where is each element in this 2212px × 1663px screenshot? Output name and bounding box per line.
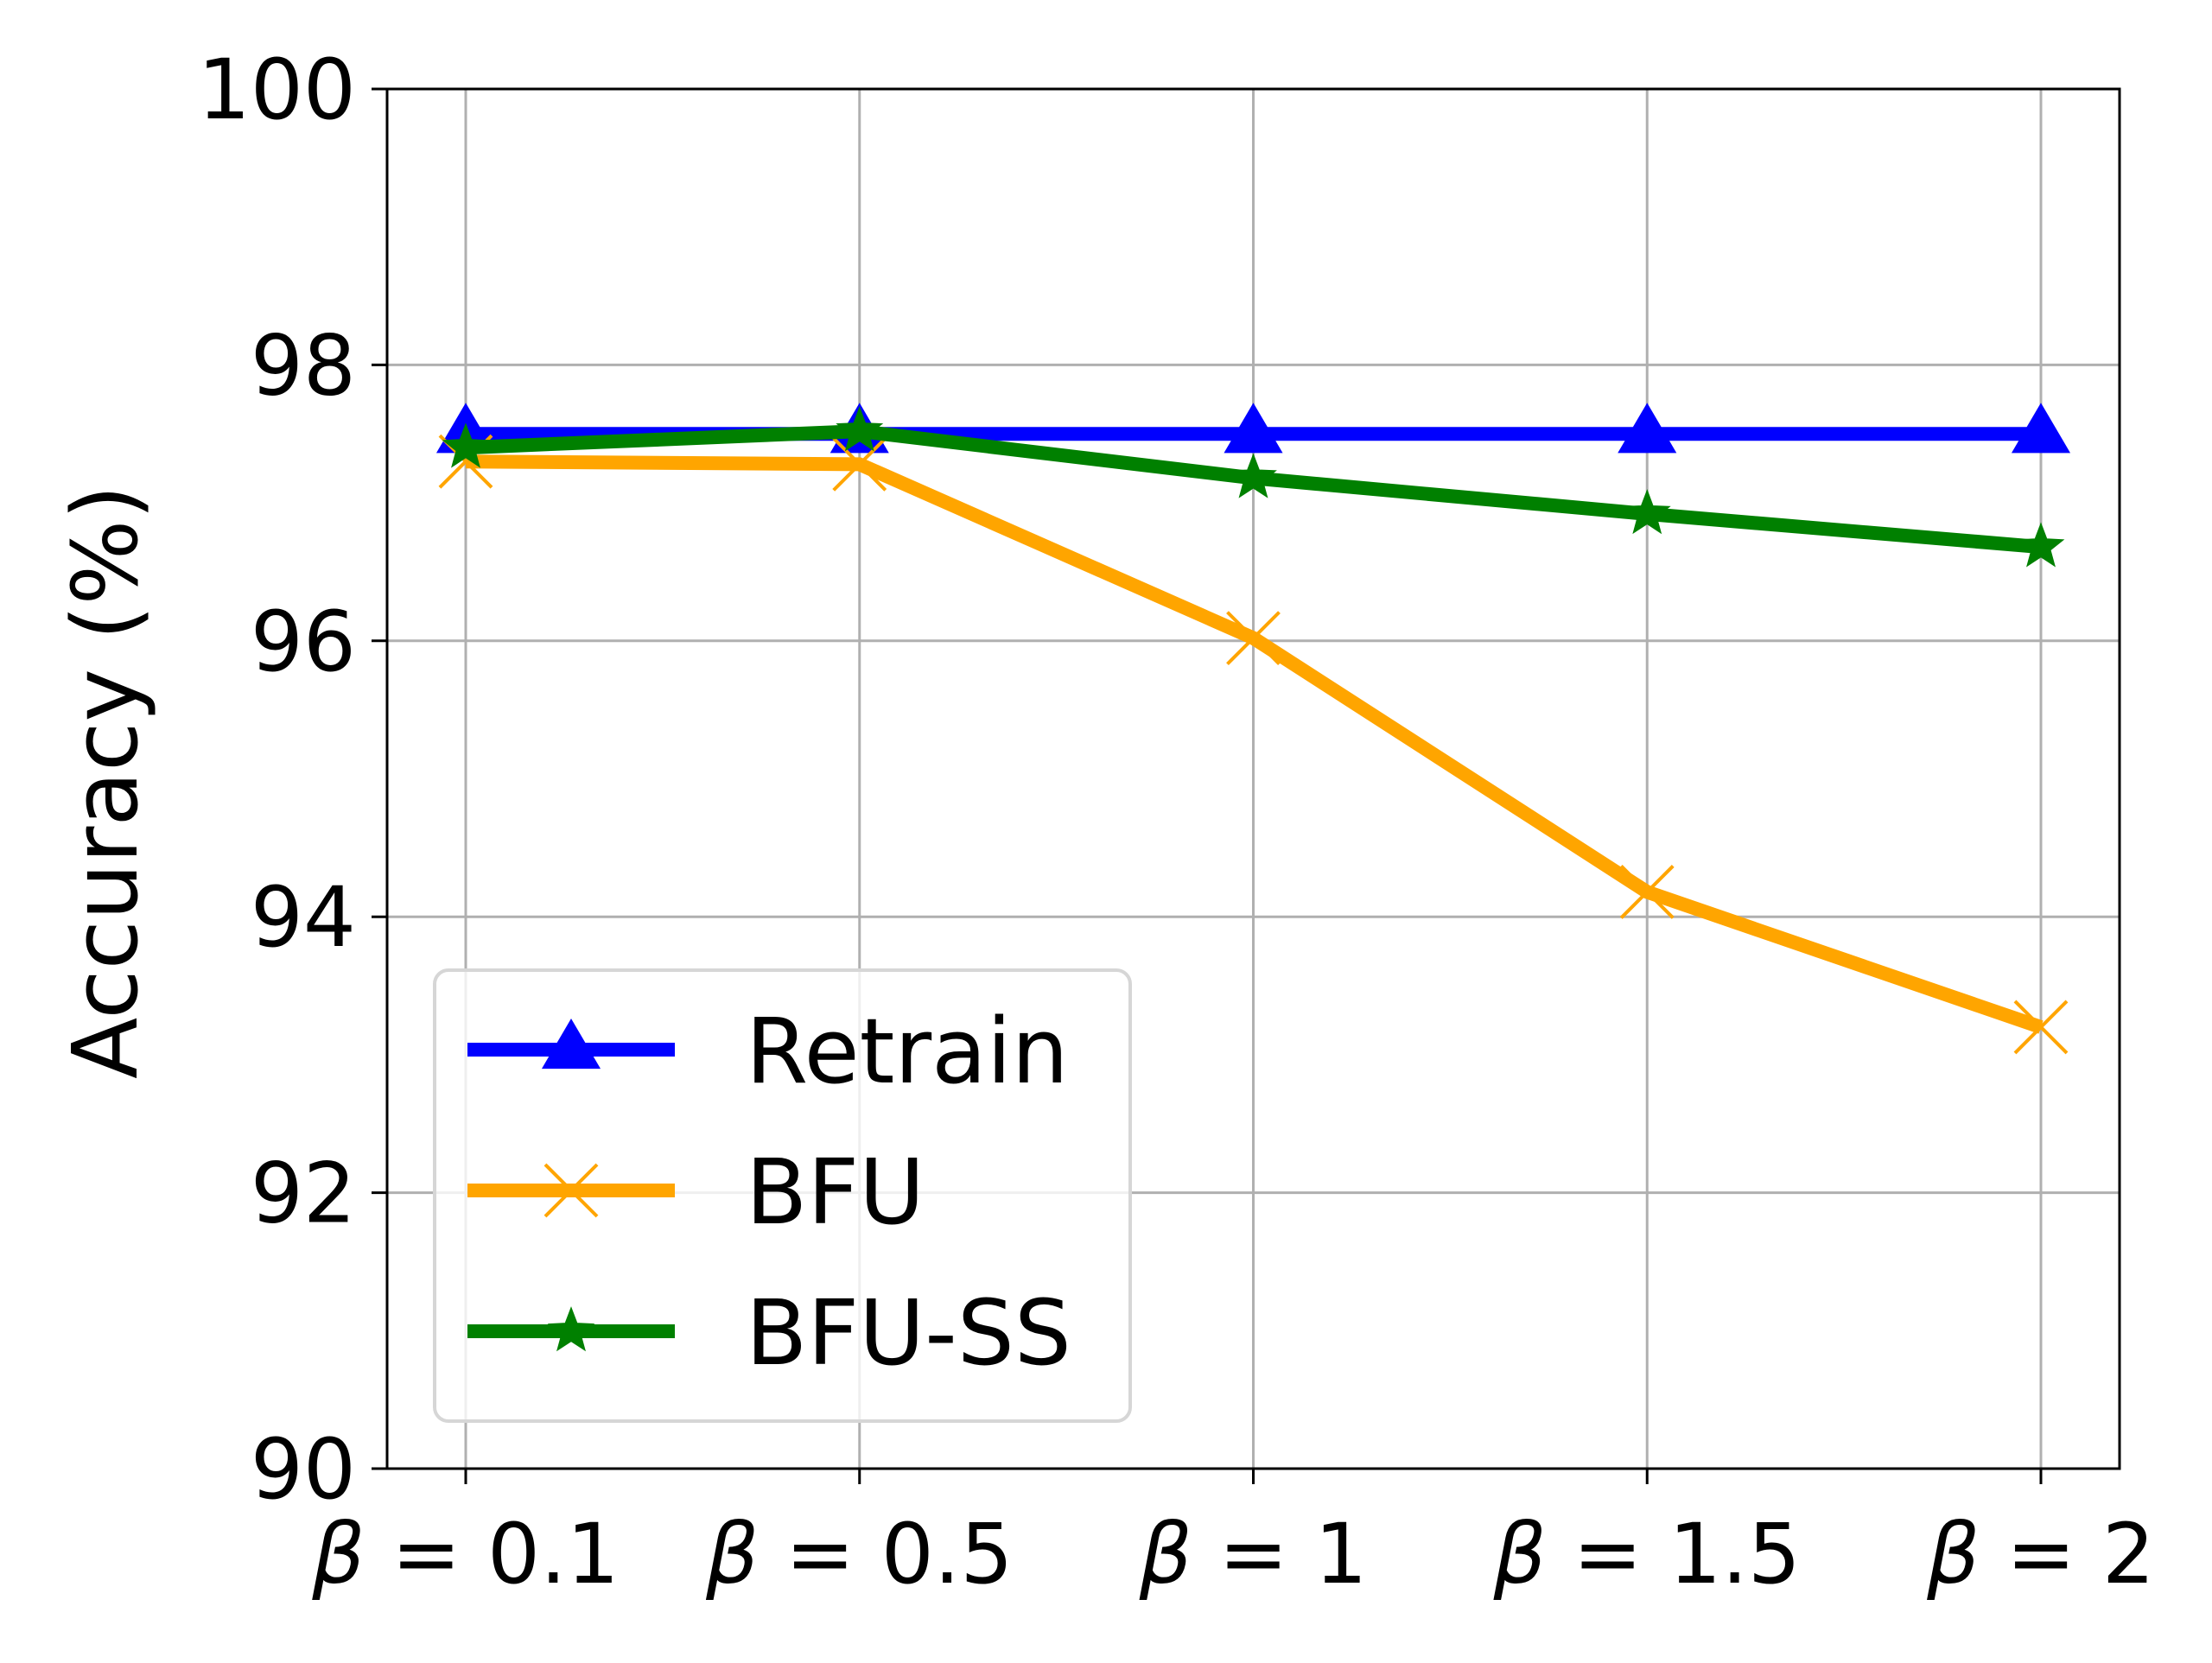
data-point (1618, 403, 1677, 454)
marker-star (547, 1306, 595, 1352)
legend-item-bfu: BFU (467, 1139, 925, 1245)
y-tick-label: 94 (251, 869, 356, 966)
marker-x-stroke (832, 436, 887, 492)
marker-x (1226, 611, 1281, 666)
data-point (1619, 865, 1675, 919)
marker-x (543, 1163, 599, 1218)
marker-star (1230, 453, 1277, 498)
legend-label: BFU-SS (746, 1280, 1071, 1386)
y-tick-label: 98 (251, 317, 356, 414)
series-bfu-ss (442, 406, 2065, 568)
y-axis-label: Accuracy (%) (53, 485, 158, 1079)
x-axis: β = 0.1 β = 0.5 β = 1 β = 1.5 β = 2 (311, 1469, 2155, 1603)
data-point (1230, 453, 1277, 498)
legend-label: Retrain (746, 999, 1069, 1104)
marker-star (442, 422, 490, 468)
data-point (1224, 403, 1283, 454)
marker-star (1623, 489, 1671, 535)
marker-star (2017, 522, 2065, 568)
x-tick-label: β = 1.5 (1493, 1506, 1801, 1603)
y-tick-label: 96 (251, 593, 356, 690)
marker-triangle (541, 1019, 601, 1070)
data-point (1623, 489, 1671, 535)
legend: Retrain BFU BFU-SS (433, 968, 1132, 1423)
marker-triangle (1224, 403, 1283, 454)
marker-x (832, 436, 887, 492)
data-point (2017, 522, 2065, 568)
y-tick-label: 90 (251, 1421, 356, 1518)
data-point (836, 406, 884, 452)
y-tick-label: 100 (198, 41, 356, 138)
x-tick-label: β = 0.5 (705, 1506, 1013, 1603)
x-tick-label: β = 2 (1926, 1506, 2155, 1603)
marker-x (1619, 865, 1675, 919)
legend-item-bfu-ss: BFU-SS (467, 1280, 1071, 1386)
data-point (1226, 611, 1281, 666)
data-point (832, 436, 887, 492)
marker-x-stroke (1226, 611, 1281, 666)
legend-box (433, 968, 1132, 1423)
x-tick-label: β = 1 (1139, 1506, 1368, 1603)
marker-x-stroke (543, 1163, 599, 1218)
x-tick-label: β = 0.1 (311, 1506, 619, 1603)
marker-x-stroke (1619, 865, 1675, 919)
data-point (442, 422, 490, 468)
data-point (2011, 403, 2071, 454)
y-axis: 90 92 94 96 98 100 (198, 41, 387, 1518)
legend-label: BFU (746, 1139, 925, 1245)
series-group (435, 403, 2071, 1055)
data-point (2013, 1000, 2069, 1055)
marker-triangle (1618, 403, 1677, 454)
marker-x-stroke (2013, 1000, 2069, 1055)
legend-item-retrain: Retrain (467, 999, 1069, 1104)
marker-star (836, 406, 884, 452)
marker-x (2013, 1000, 2069, 1055)
marker-triangle (2011, 403, 2071, 454)
y-tick-label: 92 (251, 1146, 356, 1242)
